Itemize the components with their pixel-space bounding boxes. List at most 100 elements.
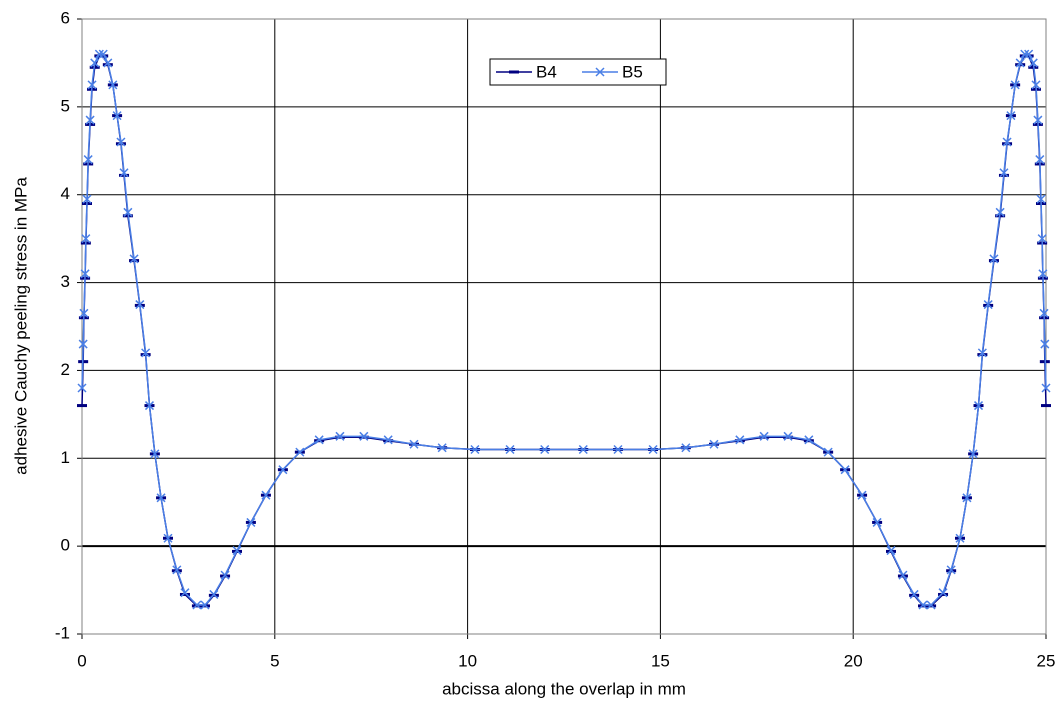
y-tick-label: -1 <box>55 623 70 642</box>
data-point <box>123 207 133 217</box>
data-point <box>648 444 658 455</box>
data-point <box>200 600 210 610</box>
data-point <box>209 589 219 599</box>
data-point <box>87 80 97 90</box>
data-point <box>804 435 814 445</box>
data-point <box>1041 383 1051 393</box>
data-point <box>81 234 91 244</box>
data-point <box>141 348 151 358</box>
x-tick-label: 0 <box>77 651 86 670</box>
data-point <box>119 168 129 178</box>
data-point <box>278 465 288 475</box>
data-point <box>1039 308 1049 318</box>
x-tick-label: 10 <box>458 651 477 670</box>
data-point <box>681 443 691 453</box>
data-point <box>78 339 88 349</box>
data-point <box>926 600 936 610</box>
data-point <box>1002 137 1012 147</box>
data-point <box>505 444 515 455</box>
data-point <box>946 565 956 575</box>
x-tick-label: 20 <box>844 651 863 670</box>
data-point <box>983 300 993 310</box>
data-point <box>156 493 166 503</box>
data-point <box>955 533 965 543</box>
data-point <box>335 431 345 441</box>
data-point <box>383 435 393 445</box>
data-point <box>1040 339 1050 349</box>
data-point <box>989 254 999 264</box>
y-tick-label: 5 <box>61 96 70 115</box>
data-point <box>909 589 919 599</box>
data-point <box>1010 80 1020 90</box>
legend-marker <box>595 67 605 77</box>
data-point <box>1028 58 1038 68</box>
data-point <box>1036 194 1046 204</box>
x-tick-label: 15 <box>651 651 670 670</box>
data-point <box>144 401 155 411</box>
data-point <box>116 137 126 147</box>
y-tick-label: 1 <box>61 448 70 467</box>
data-point <box>163 533 173 543</box>
data-point <box>409 439 419 449</box>
x-tick-label: 5 <box>270 651 279 670</box>
plot-border <box>81 18 1047 635</box>
data-point <box>470 444 480 455</box>
data-point <box>82 194 92 204</box>
data-point <box>973 401 984 411</box>
legend-label: B5 <box>622 62 643 81</box>
data-point <box>578 444 588 455</box>
data-point <box>180 588 190 598</box>
data-point <box>1031 80 1041 90</box>
data-point <box>1024 49 1034 59</box>
legend-label: B4 <box>536 62 557 81</box>
data-point <box>540 444 550 455</box>
data-point <box>77 383 87 393</box>
series-line <box>81 53 1047 606</box>
data-point <box>1038 269 1048 279</box>
data-point <box>232 546 242 556</box>
data-point <box>79 308 89 318</box>
data-point <box>977 348 987 358</box>
data-point <box>129 254 139 264</box>
y-tick-label: 0 <box>61 536 70 555</box>
data-point <box>823 447 833 457</box>
data-point <box>1020 49 1030 59</box>
data-point <box>1006 111 1016 121</box>
data-point <box>85 115 95 125</box>
data-point <box>840 465 850 475</box>
data-point <box>709 439 719 449</box>
data-point <box>857 490 867 500</box>
data-point <box>968 449 978 459</box>
data-point <box>1035 155 1045 165</box>
data-point <box>192 600 202 610</box>
data-point <box>995 207 1005 217</box>
data-point <box>1033 115 1043 125</box>
data-point <box>999 168 1009 178</box>
data-point <box>80 269 90 279</box>
data-point <box>90 58 100 68</box>
data-point <box>783 431 793 441</box>
data-point <box>886 546 896 556</box>
y-tick-label: 2 <box>61 360 70 379</box>
x-tick-label: 25 <box>1037 651 1056 670</box>
y-tick-label: 6 <box>61 8 70 27</box>
data-point <box>1037 234 1047 244</box>
data-point <box>898 570 908 580</box>
data-point <box>938 588 948 598</box>
data-point <box>172 565 182 575</box>
y-tick-label: 3 <box>61 272 70 291</box>
data-point <box>94 49 104 59</box>
x-axis-title: abcissa along the overlap in mm <box>442 679 686 698</box>
data-point <box>359 431 369 441</box>
data-point <box>918 600 928 610</box>
data-point <box>735 435 745 445</box>
data-point <box>295 447 305 457</box>
data-point <box>150 449 160 459</box>
data-point <box>613 444 623 455</box>
y-tick-label: 4 <box>61 184 70 203</box>
data-point <box>437 443 447 453</box>
data-point <box>246 517 256 527</box>
data-point <box>261 490 271 500</box>
data-point <box>220 570 230 580</box>
